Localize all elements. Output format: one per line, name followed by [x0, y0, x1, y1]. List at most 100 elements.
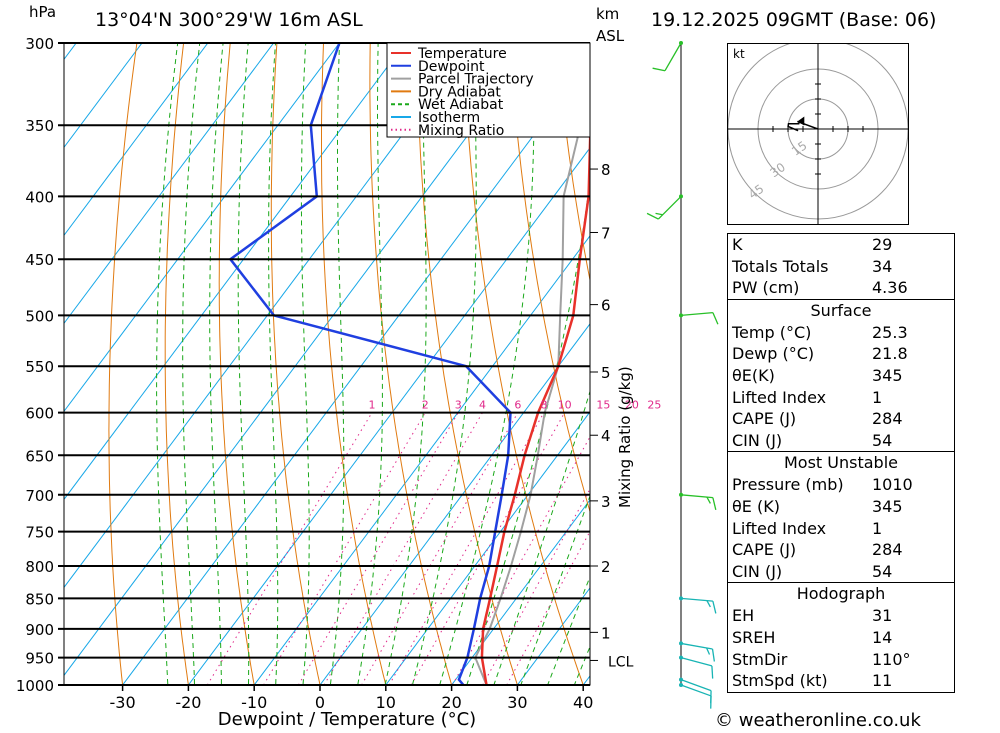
legend-label: Isotherm — [418, 110, 480, 126]
x-tick-label: -10 — [241, 693, 267, 712]
pressure-tick-label: 800 — [25, 558, 54, 576]
surface-row: Lifted Index 1 — [728, 387, 954, 409]
most-unstable-row: CAPE (J) 284 — [728, 539, 954, 561]
most-unstable-rows: Pressure (mb) 1010 θE (K) 345 Lifted Index 1 C… — [728, 474, 954, 582]
mixing-ratio-line — [506, 530, 590, 685]
hodograph-stat-row: StmSpd (kt) 11 — [728, 670, 954, 692]
dry-adiabat-line — [164, 43, 189, 685]
pressure-tick-label: 450 — [25, 251, 54, 269]
index-value: 34 — [872, 256, 893, 276]
hodograph-stat-label: StmSpd (kt) — [732, 671, 828, 691]
storm-motion-arrowhead — [797, 116, 805, 126]
hodograph-trace — [787, 121, 800, 132]
wind-barb-flag — [706, 600, 711, 608]
hodograph-stat-row: SREH 14 — [728, 627, 954, 649]
isotherm-line — [64, 43, 209, 237]
wind-barb-flag — [655, 212, 663, 216]
isotherm-line — [187, 147, 590, 685]
wind-barb-flag — [646, 212, 659, 220]
height-unit-km: km — [596, 5, 620, 23]
km-tick-label: 7 — [601, 224, 611, 242]
mixing-ratio-label: 10 — [558, 399, 572, 412]
wind-barb-shaft — [680, 679, 712, 692]
dry-adiabat-line — [108, 43, 138, 685]
wind-barb-shaft — [680, 684, 712, 697]
x-tick-label: 30 — [507, 693, 527, 712]
wind-barb-flag — [652, 67, 666, 72]
pressure-tick-label: 400 — [25, 188, 54, 206]
mixing-ratio-label: 8 — [540, 399, 547, 412]
height-axis-unit: km ASL — [596, 3, 624, 47]
wet-adiabat-line — [466, 175, 590, 685]
mixing-ratio-line — [297, 412, 459, 685]
wet-adiabat-line — [547, 575, 590, 685]
wet-adiabat-line — [384, 43, 427, 685]
surface-row: θE(K) 345 — [728, 365, 954, 387]
wind-barb-shaft — [680, 642, 713, 650]
most-unstable-label: θE (K) — [732, 496, 780, 516]
isotherm-line — [64, 43, 406, 501]
pressure-tick-label: 600 — [25, 405, 54, 423]
pressure-tick-label: 300 — [25, 35, 54, 53]
mixing-ratio-line — [263, 412, 426, 685]
pressure-tick-label: 550 — [25, 358, 54, 376]
wind-barb-flag — [712, 312, 719, 325]
wet-adiabat-line — [329, 43, 345, 685]
isotherm-line — [253, 235, 590, 685]
wind-barb — [646, 194, 683, 220]
km-tick-label: 6 — [601, 297, 611, 315]
surface-label: CAPE (J) — [732, 409, 797, 429]
surface-label: Dewp (°C) — [732, 344, 815, 364]
x-tick-label: -30 — [110, 693, 136, 712]
mixing-ratio-label: 4 — [479, 399, 486, 412]
surface-label: CIN (J) — [732, 430, 783, 450]
dry-adiabat-line — [966, 6, 1000, 711]
mixing-ratio-line — [451, 435, 590, 685]
wind-barb-flag — [712, 600, 717, 614]
index-value: 29 — [872, 235, 893, 254]
hodograph-ring-label: 30 — [768, 160, 789, 180]
surface-value: 1 — [872, 387, 883, 407]
most-unstable-row: CIN (J) 54 — [728, 561, 954, 583]
surface-label: θE(K) — [732, 365, 775, 385]
datetime-title: 19.12.2025 09GMT (Base: 06) — [651, 9, 937, 31]
mixing-ratio-line — [388, 412, 545, 685]
x-tick-label: 10 — [376, 693, 396, 712]
wind-barb-flag — [706, 647, 711, 655]
mixing-ratio-label: 3 — [455, 399, 462, 412]
legend-label: Dry Adiabat — [418, 84, 501, 100]
hodograph-unit-label: kt — [733, 47, 745, 61]
pressure-axis-unit: hPa — [29, 3, 57, 21]
location-title: 13°04'N 300°29'W 16m ASL — [95, 9, 363, 31]
isotherm-line — [319, 323, 590, 685]
km-tick-label: 4 — [601, 427, 611, 445]
height-unit-asl: ASL — [596, 27, 625, 45]
index-row: K 29 — [728, 234, 954, 256]
pressure-tick-label: 850 — [25, 590, 54, 608]
legend-box — [386, 42, 591, 138]
dry-adiabat-line — [218, 43, 255, 685]
surface-rows: Temp (°C) 25.3 Dewp (°C) 21.8 θE(K) 345 Lifted… — [728, 322, 954, 452]
indices-panel: K 29 Totals Totals 34 PW (cm) 4.36 Surface Te… — [727, 233, 955, 693]
surface-row: CIN (J) 54 — [728, 430, 954, 452]
surface-value: 54 — [872, 430, 893, 450]
most-unstable-title: Most Unstable — [784, 453, 898, 473]
x-axis-label: Dewpoint / Temperature (°C) — [218, 709, 476, 730]
hodograph-stat-row: EH 31 — [728, 605, 954, 627]
wet-adiabat-line — [493, 389, 590, 685]
wind-barb — [679, 492, 717, 511]
most-unstable-section: Most Unstable Pressure (mb) 1010 θE (K) 345… — [728, 451, 954, 582]
most-unstable-label: Lifted Index — [732, 518, 827, 538]
dry-adiabat-line — [270, 43, 321, 685]
wind-barb — [679, 596, 717, 614]
x-tick-label: -20 — [175, 693, 201, 712]
most-unstable-label: CIN (J) — [732, 561, 783, 581]
index-value: 4.36 — [872, 278, 908, 298]
wet-adiabat-line — [156, 43, 179, 685]
wind-barb-shaft — [680, 657, 713, 667]
pressure-tick-label: 1000 — [16, 677, 54, 695]
surface-value: 21.8 — [872, 344, 908, 364]
mixing-ratio-line — [361, 412, 519, 685]
